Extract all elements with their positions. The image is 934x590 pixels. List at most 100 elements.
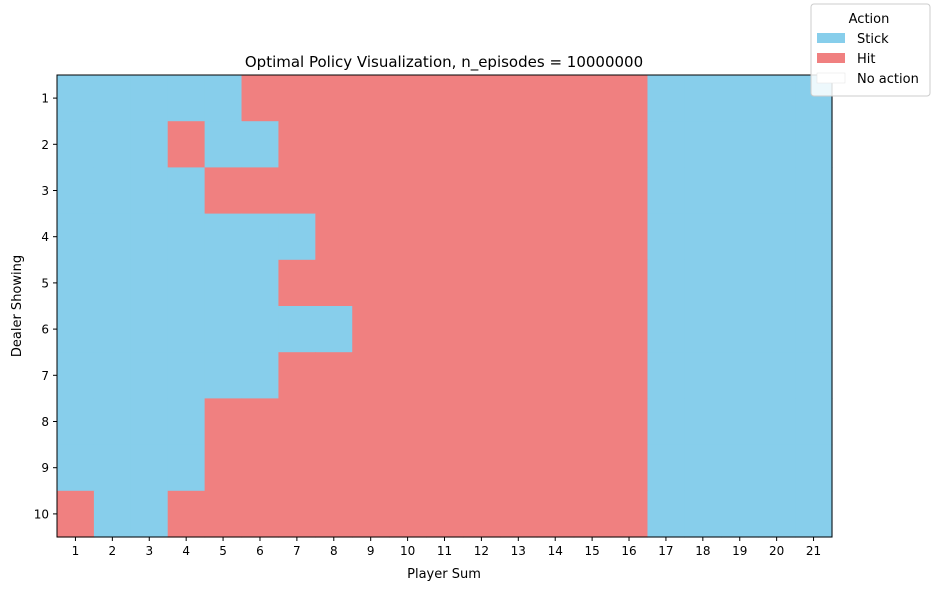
heatmap-cell (352, 121, 390, 168)
heatmap-cell (93, 75, 132, 122)
heatmap-cell (795, 259, 833, 307)
heatmap-cell (721, 490, 759, 538)
heatmap-cell (130, 259, 169, 307)
heatmap-cell (352, 306, 390, 353)
heatmap-cell (573, 259, 612, 307)
y-tick-label: 7 (41, 369, 49, 383)
heatmap-cell (573, 121, 612, 168)
heatmap-cell (352, 352, 390, 399)
heatmap-cell (647, 352, 685, 399)
heatmap-cell (130, 121, 169, 168)
heatmap-cell (241, 121, 280, 168)
heatmap-cell (647, 490, 685, 538)
heatmap-cell (721, 306, 759, 353)
heatmap-cell (499, 75, 538, 122)
heatmap-cell (536, 398, 575, 446)
heatmap-cell (278, 306, 316, 353)
heatmap-cell (315, 444, 353, 492)
y-tick-label: 2 (41, 138, 49, 152)
heatmap-cell (167, 259, 206, 307)
y-axis: 1 2 3 4 5 6 7 8 9 10 (34, 92, 57, 521)
heatmap-cell (57, 167, 95, 215)
heatmap-cell (721, 213, 759, 261)
heatmap-cell (795, 490, 833, 538)
y-tick-label: 3 (41, 184, 49, 198)
heatmap-cell (241, 444, 280, 492)
legend-title: Action (849, 12, 890, 27)
chart-title: Optimal Policy Visualization, n_episodes… (245, 53, 643, 72)
heatmap-cell (278, 259, 316, 307)
heatmap-cell (204, 259, 243, 307)
heatmap-cell (758, 490, 796, 538)
heatmap-cell (204, 352, 243, 399)
y-tick-label: 6 (41, 323, 49, 337)
heatmap-cell (462, 352, 501, 399)
heatmap-cell (610, 259, 649, 307)
heatmap-cell (241, 352, 280, 399)
heatmap-cell (499, 121, 538, 168)
heatmap-cell (130, 490, 169, 538)
heatmap-cell (647, 306, 685, 353)
heatmap-cell (389, 259, 427, 307)
x-tick-label: 19 (732, 544, 747, 558)
heatmap-cell (721, 75, 759, 122)
heatmap-cells (57, 75, 833, 538)
heatmap-cell (204, 444, 243, 492)
y-tick-label: 4 (41, 230, 49, 244)
heatmap-cell (204, 167, 243, 215)
heatmap-cell (610, 490, 649, 538)
heatmap-cell (462, 75, 501, 122)
x-axis: 1 2 3 4 5 6 7 8 9 10 11 12 13 14 15 16 17 18 19 20 21 (72, 537, 821, 558)
heatmap-cell (758, 444, 796, 492)
heatmap-cell (499, 490, 538, 538)
legend-swatch (817, 53, 845, 63)
x-tick-label: 9 (367, 544, 375, 558)
heatmap-cell (536, 167, 575, 215)
heatmap-cell (130, 352, 169, 399)
heatmap-cell (536, 213, 575, 261)
heatmap-cell (684, 259, 722, 307)
heatmap-cell (167, 121, 206, 168)
heatmap-cell (573, 306, 612, 353)
heatmap-cell (647, 167, 685, 215)
heatmap-cell (389, 75, 427, 122)
heatmap-cell (795, 444, 833, 492)
heatmap-cell (536, 444, 575, 492)
heatmap-cell (684, 75, 722, 122)
heatmap-cell (426, 352, 464, 399)
heatmap-cell (57, 490, 95, 538)
heatmap-cell (573, 75, 612, 122)
heatmap-cell (499, 213, 538, 261)
heatmap-cell (57, 352, 95, 399)
heatmap-cell (130, 306, 169, 353)
heatmap-cell (130, 167, 169, 215)
heatmap-cell (93, 444, 132, 492)
heatmap-cell (647, 121, 685, 168)
x-tick-label: 11 (437, 544, 452, 558)
heatmap-cell (684, 352, 722, 399)
x-tick-label: 3 (145, 544, 153, 558)
x-tick-label: 4 (182, 544, 190, 558)
heatmap-cell (758, 259, 796, 307)
heatmap-cell (57, 306, 95, 353)
heatmap-cell (389, 490, 427, 538)
x-tick-label: 2 (109, 544, 117, 558)
heatmap-cell (57, 75, 95, 122)
heatmap-cell (462, 398, 501, 446)
heatmap-cell (389, 213, 427, 261)
x-tick-label: 15 (584, 544, 599, 558)
heatmap-cell (573, 352, 612, 399)
heatmap-cell (204, 490, 243, 538)
x-tick-label: 21 (806, 544, 821, 558)
heatmap-cell (647, 259, 685, 307)
heatmap-cell (167, 167, 206, 215)
heatmap-cell (389, 352, 427, 399)
heatmap-cell (167, 490, 206, 538)
heatmap-cell (352, 398, 390, 446)
heatmap-cell (57, 259, 95, 307)
heatmap-cell (647, 75, 685, 122)
heatmap-cell (462, 490, 501, 538)
heatmap-cell (610, 213, 649, 261)
x-tick-label: 20 (769, 544, 784, 558)
heatmap-cell (684, 213, 722, 261)
